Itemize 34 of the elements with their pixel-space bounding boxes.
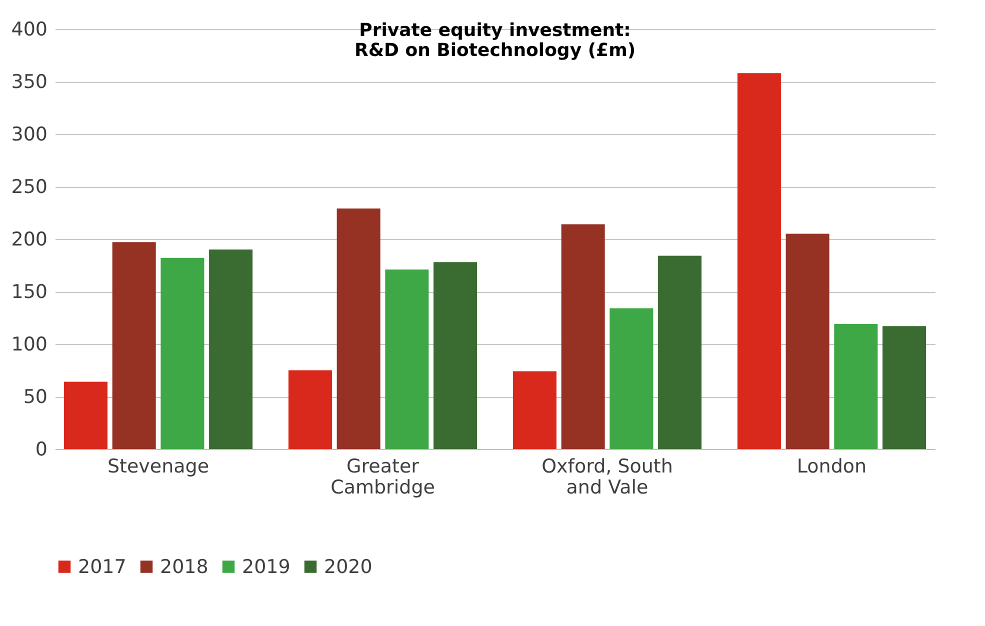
y-tick-label: 50 — [23, 386, 48, 408]
x-tick-label: Oxford, South and Vale — [542, 456, 673, 498]
bar — [512, 371, 556, 449]
legend-label: 2020 — [324, 556, 372, 578]
y-tick-label: 200 — [11, 228, 48, 250]
bar — [737, 73, 781, 449]
bar — [385, 269, 429, 449]
chart-title: Private equity investment: R&D on Biotechnology (£m) — [354, 20, 636, 61]
bar — [561, 224, 605, 449]
x-tick-label: Stevenage — [107, 456, 210, 478]
bar — [209, 250, 253, 449]
y-tick-label: 100 — [11, 334, 48, 356]
y-tick-label: 350 — [11, 71, 48, 93]
bar — [160, 258, 204, 449]
bar — [64, 382, 108, 449]
bar — [336, 208, 380, 449]
x-tick-label: Greater Cambridge — [330, 456, 435, 498]
bar — [882, 326, 926, 449]
y-tick-label: 300 — [11, 124, 48, 146]
y-tick-label: 0 — [35, 438, 48, 460]
bar — [658, 256, 702, 449]
y-tick-label: 150 — [11, 281, 48, 303]
legend-label: 2018 — [160, 556, 208, 578]
y-tick-label: 400 — [11, 18, 48, 40]
bar — [434, 262, 478, 449]
y-tick-label: 250 — [11, 176, 48, 198]
bar — [112, 242, 156, 449]
bar — [834, 324, 878, 449]
x-tick-label: London — [796, 456, 867, 478]
bar — [288, 370, 332, 449]
bar — [786, 234, 830, 449]
bar — [610, 308, 654, 449]
legend-label: 2017 — [78, 556, 126, 578]
legend-label: 2019 — [242, 556, 290, 578]
